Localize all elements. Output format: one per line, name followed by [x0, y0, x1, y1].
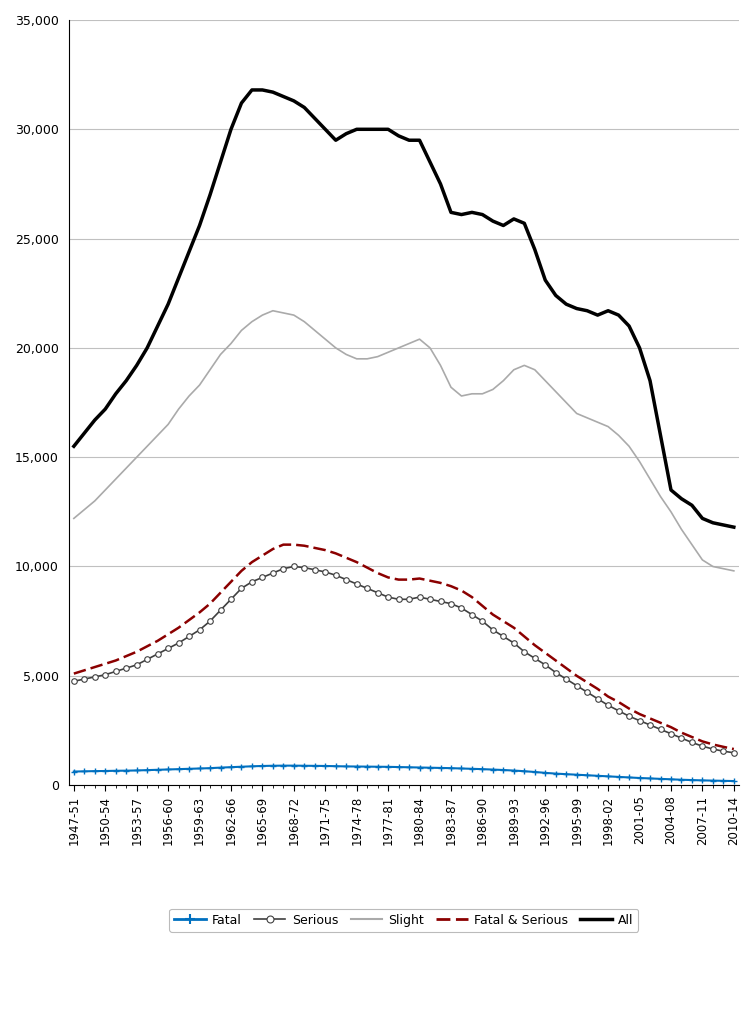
- Legend: Fatal, Serious, Slight, Fatal & Serious, All: Fatal, Serious, Slight, Fatal & Serious,…: [169, 908, 638, 932]
